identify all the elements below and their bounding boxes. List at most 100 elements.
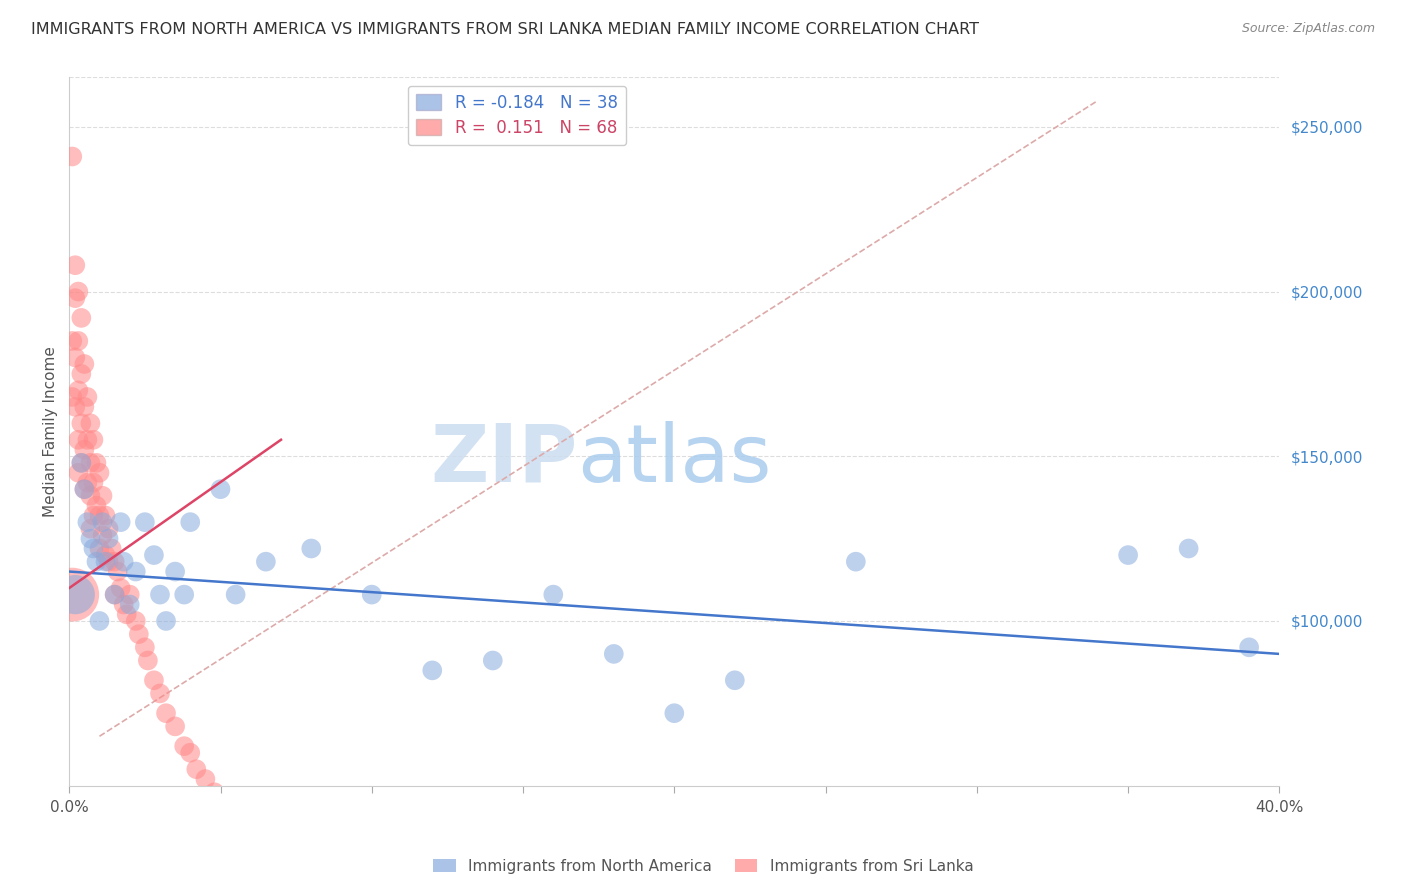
Point (239, 818, 262, 832)
Point (65, 258, 87, 272)
Point (70, 367, 93, 381)
Point (65, 588, 87, 602)
Point (89, 614, 111, 628)
Point (67, 433, 90, 447)
Point (73, 442, 96, 457)
Point (360, 588, 382, 602)
Point (128, 627, 150, 641)
Point (82, 508, 104, 523)
Point (107, 565, 129, 579)
Point (70, 310, 93, 325)
Point (67, 334, 90, 348)
Point (79, 489, 101, 503)
Text: Source: ZipAtlas.com: Source: ZipAtlas.com (1241, 22, 1375, 36)
Point (112, 598, 135, 612)
Point (60, 588, 83, 602)
Point (110, 515, 132, 529)
Point (97, 555, 120, 569)
Point (76, 390, 98, 404)
Point (76, 475, 98, 490)
Point (165, 719, 187, 733)
Point (155, 706, 177, 721)
Point (73, 357, 96, 371)
Point (104, 588, 127, 602)
Point (70, 456, 93, 470)
Point (1116, 548, 1139, 562)
Point (420, 664, 443, 678)
Point (134, 640, 156, 655)
Point (134, 515, 156, 529)
Point (89, 508, 111, 523)
Point (97, 532, 120, 546)
Point (209, 795, 232, 809)
Point (155, 614, 177, 628)
Point (89, 541, 111, 556)
Point (94, 508, 117, 523)
Point (104, 555, 127, 569)
Point (209, 482, 232, 496)
Point (79, 417, 101, 431)
Point (186, 762, 208, 776)
Point (225, 588, 247, 602)
Point (845, 555, 868, 569)
Point (86, 555, 108, 569)
Point (543, 588, 565, 602)
Point (97, 522, 120, 536)
Point (173, 588, 195, 602)
Point (70, 456, 93, 470)
Point (70, 417, 93, 431)
Point (86, 499, 108, 513)
Point (82, 433, 104, 447)
Point (149, 686, 172, 700)
Point (67, 384, 90, 398)
Point (110, 581, 132, 595)
Point (67, 285, 90, 299)
Point (225, 812, 247, 826)
Text: ZIP: ZIP (430, 421, 578, 499)
Point (136, 653, 159, 667)
Point (79, 532, 101, 546)
Point (1237, 640, 1260, 655)
Legend: Immigrants from North America, Immigrants from Sri Lanka: Immigrants from North America, Immigrant… (426, 853, 980, 880)
Point (89, 466, 111, 480)
Text: atlas: atlas (578, 421, 772, 499)
Point (65, 351, 87, 365)
Point (76, 433, 98, 447)
Point (60, 390, 83, 404)
Point (91, 528, 114, 542)
Point (100, 541, 122, 556)
Point (94, 555, 117, 569)
Point (60, 334, 83, 348)
Point (254, 828, 277, 842)
Point (142, 548, 165, 562)
Point (82, 541, 104, 556)
Point (142, 673, 165, 688)
Point (194, 772, 217, 786)
Point (91, 515, 114, 529)
Point (115, 607, 138, 622)
Point (149, 588, 172, 602)
Point (73, 482, 96, 496)
Point (179, 746, 201, 760)
Point (82, 475, 104, 490)
Point (118, 588, 141, 602)
Point (118, 598, 141, 612)
Point (603, 647, 626, 661)
Point (481, 653, 503, 667)
Text: IMMIGRANTS FROM NORTH AMERICA VS IMMIGRANTS FROM SRI LANKA MEDIAN FAMILY INCOME : IMMIGRANTS FROM NORTH AMERICA VS IMMIGRA… (31, 22, 979, 37)
Point (299, 541, 322, 556)
Point (86, 456, 108, 470)
Point (1177, 541, 1199, 556)
Point (67, 466, 90, 480)
Point (94, 548, 117, 562)
Point (73, 400, 96, 414)
Point (60, 149, 83, 163)
Point (125, 565, 148, 579)
Point (112, 555, 135, 569)
Point (270, 838, 292, 852)
Legend: R = -0.184   N = 38, R =  0.151   N = 68: R = -0.184 N = 38, R = 0.151 N = 68 (408, 86, 626, 145)
Point (65, 291, 87, 305)
Point (254, 555, 277, 569)
Point (204, 785, 226, 799)
Point (79, 522, 101, 536)
